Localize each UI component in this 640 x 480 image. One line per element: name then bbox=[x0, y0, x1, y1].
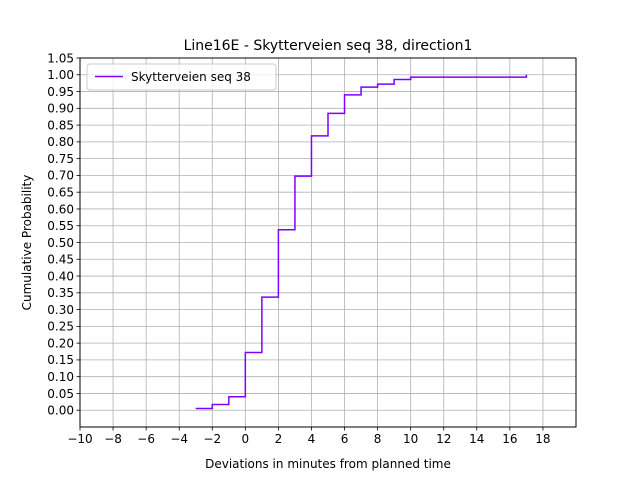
y-tick-label: 0.75 bbox=[47, 152, 74, 166]
y-tick-label: 0.00 bbox=[47, 404, 74, 418]
x-tick-label: −6 bbox=[137, 432, 155, 446]
x-tick-label: 16 bbox=[502, 432, 517, 446]
x-tick-label: 2 bbox=[275, 432, 283, 446]
y-tick-label: 0.25 bbox=[47, 320, 74, 334]
y-tick-label: 1.00 bbox=[47, 68, 74, 82]
x-tick-label: 6 bbox=[341, 432, 349, 446]
x-tick-label: 8 bbox=[374, 432, 382, 446]
x-tick-label: −2 bbox=[203, 432, 221, 446]
x-tick-label: 14 bbox=[469, 432, 484, 446]
y-tick-label: 0.65 bbox=[47, 185, 74, 199]
y-axis-label: Cumulative Probability bbox=[20, 175, 34, 311]
series-step-line bbox=[195, 74, 528, 410]
x-tick-label: −4 bbox=[170, 432, 188, 446]
x-axis: −10 −8 −6 −4 −2 0 2 4 6 8 10 12 14 16 18 bbox=[67, 427, 551, 446]
y-tick-label: 0.45 bbox=[47, 253, 74, 267]
x-tick-label: 4 bbox=[308, 432, 316, 446]
legend-entry-label: Skytterveien seq 38 bbox=[131, 70, 251, 84]
y-tick-label: 0.20 bbox=[47, 336, 74, 350]
x-tick-label: 10 bbox=[403, 432, 418, 446]
legend-box bbox=[86, 63, 277, 91]
y-tick-label: 0.05 bbox=[47, 387, 74, 401]
y-tick-label: 0.35 bbox=[47, 286, 74, 300]
y-tick-label: 0.50 bbox=[47, 236, 74, 250]
y-tick-label: 0.85 bbox=[47, 118, 74, 132]
y-tick-label: 0.90 bbox=[47, 102, 74, 116]
y-tick-label: 0.10 bbox=[47, 370, 74, 384]
y-tick-label: 0.80 bbox=[47, 135, 74, 149]
y-tick-label: 0.95 bbox=[47, 85, 74, 99]
y-tick-label: 0.40 bbox=[47, 269, 74, 283]
y-tick-label: 0.60 bbox=[47, 202, 74, 216]
x-tick-label: 12 bbox=[436, 432, 451, 446]
y-tick-label: 0.30 bbox=[47, 303, 74, 317]
x-axis-label: Deviations in minutes from planned time bbox=[205, 457, 451, 471]
y-tick-label: 0.70 bbox=[47, 169, 74, 183]
y-tick-label: 0.15 bbox=[47, 353, 74, 367]
y-axis: 0.00 0.05 0.10 0.15 0.20 0.25 0.30 0.35 0.40 0.45… bbox=[47, 51, 80, 418]
series-layer bbox=[195, 74, 528, 410]
x-tick-label: 18 bbox=[535, 432, 550, 446]
x-tick-label: −10 bbox=[67, 432, 92, 446]
legend: Skytterveien seq 38 bbox=[86, 63, 277, 91]
x-tick-label: −8 bbox=[104, 432, 122, 446]
y-tick-label: 1.05 bbox=[47, 51, 74, 65]
x-tick-label: 0 bbox=[242, 432, 250, 446]
y-tick-label: 0.55 bbox=[47, 219, 74, 233]
chart-title: Line16E - Skytterveien seq 38, direction… bbox=[184, 38, 473, 54]
grid bbox=[79, 57, 576, 427]
